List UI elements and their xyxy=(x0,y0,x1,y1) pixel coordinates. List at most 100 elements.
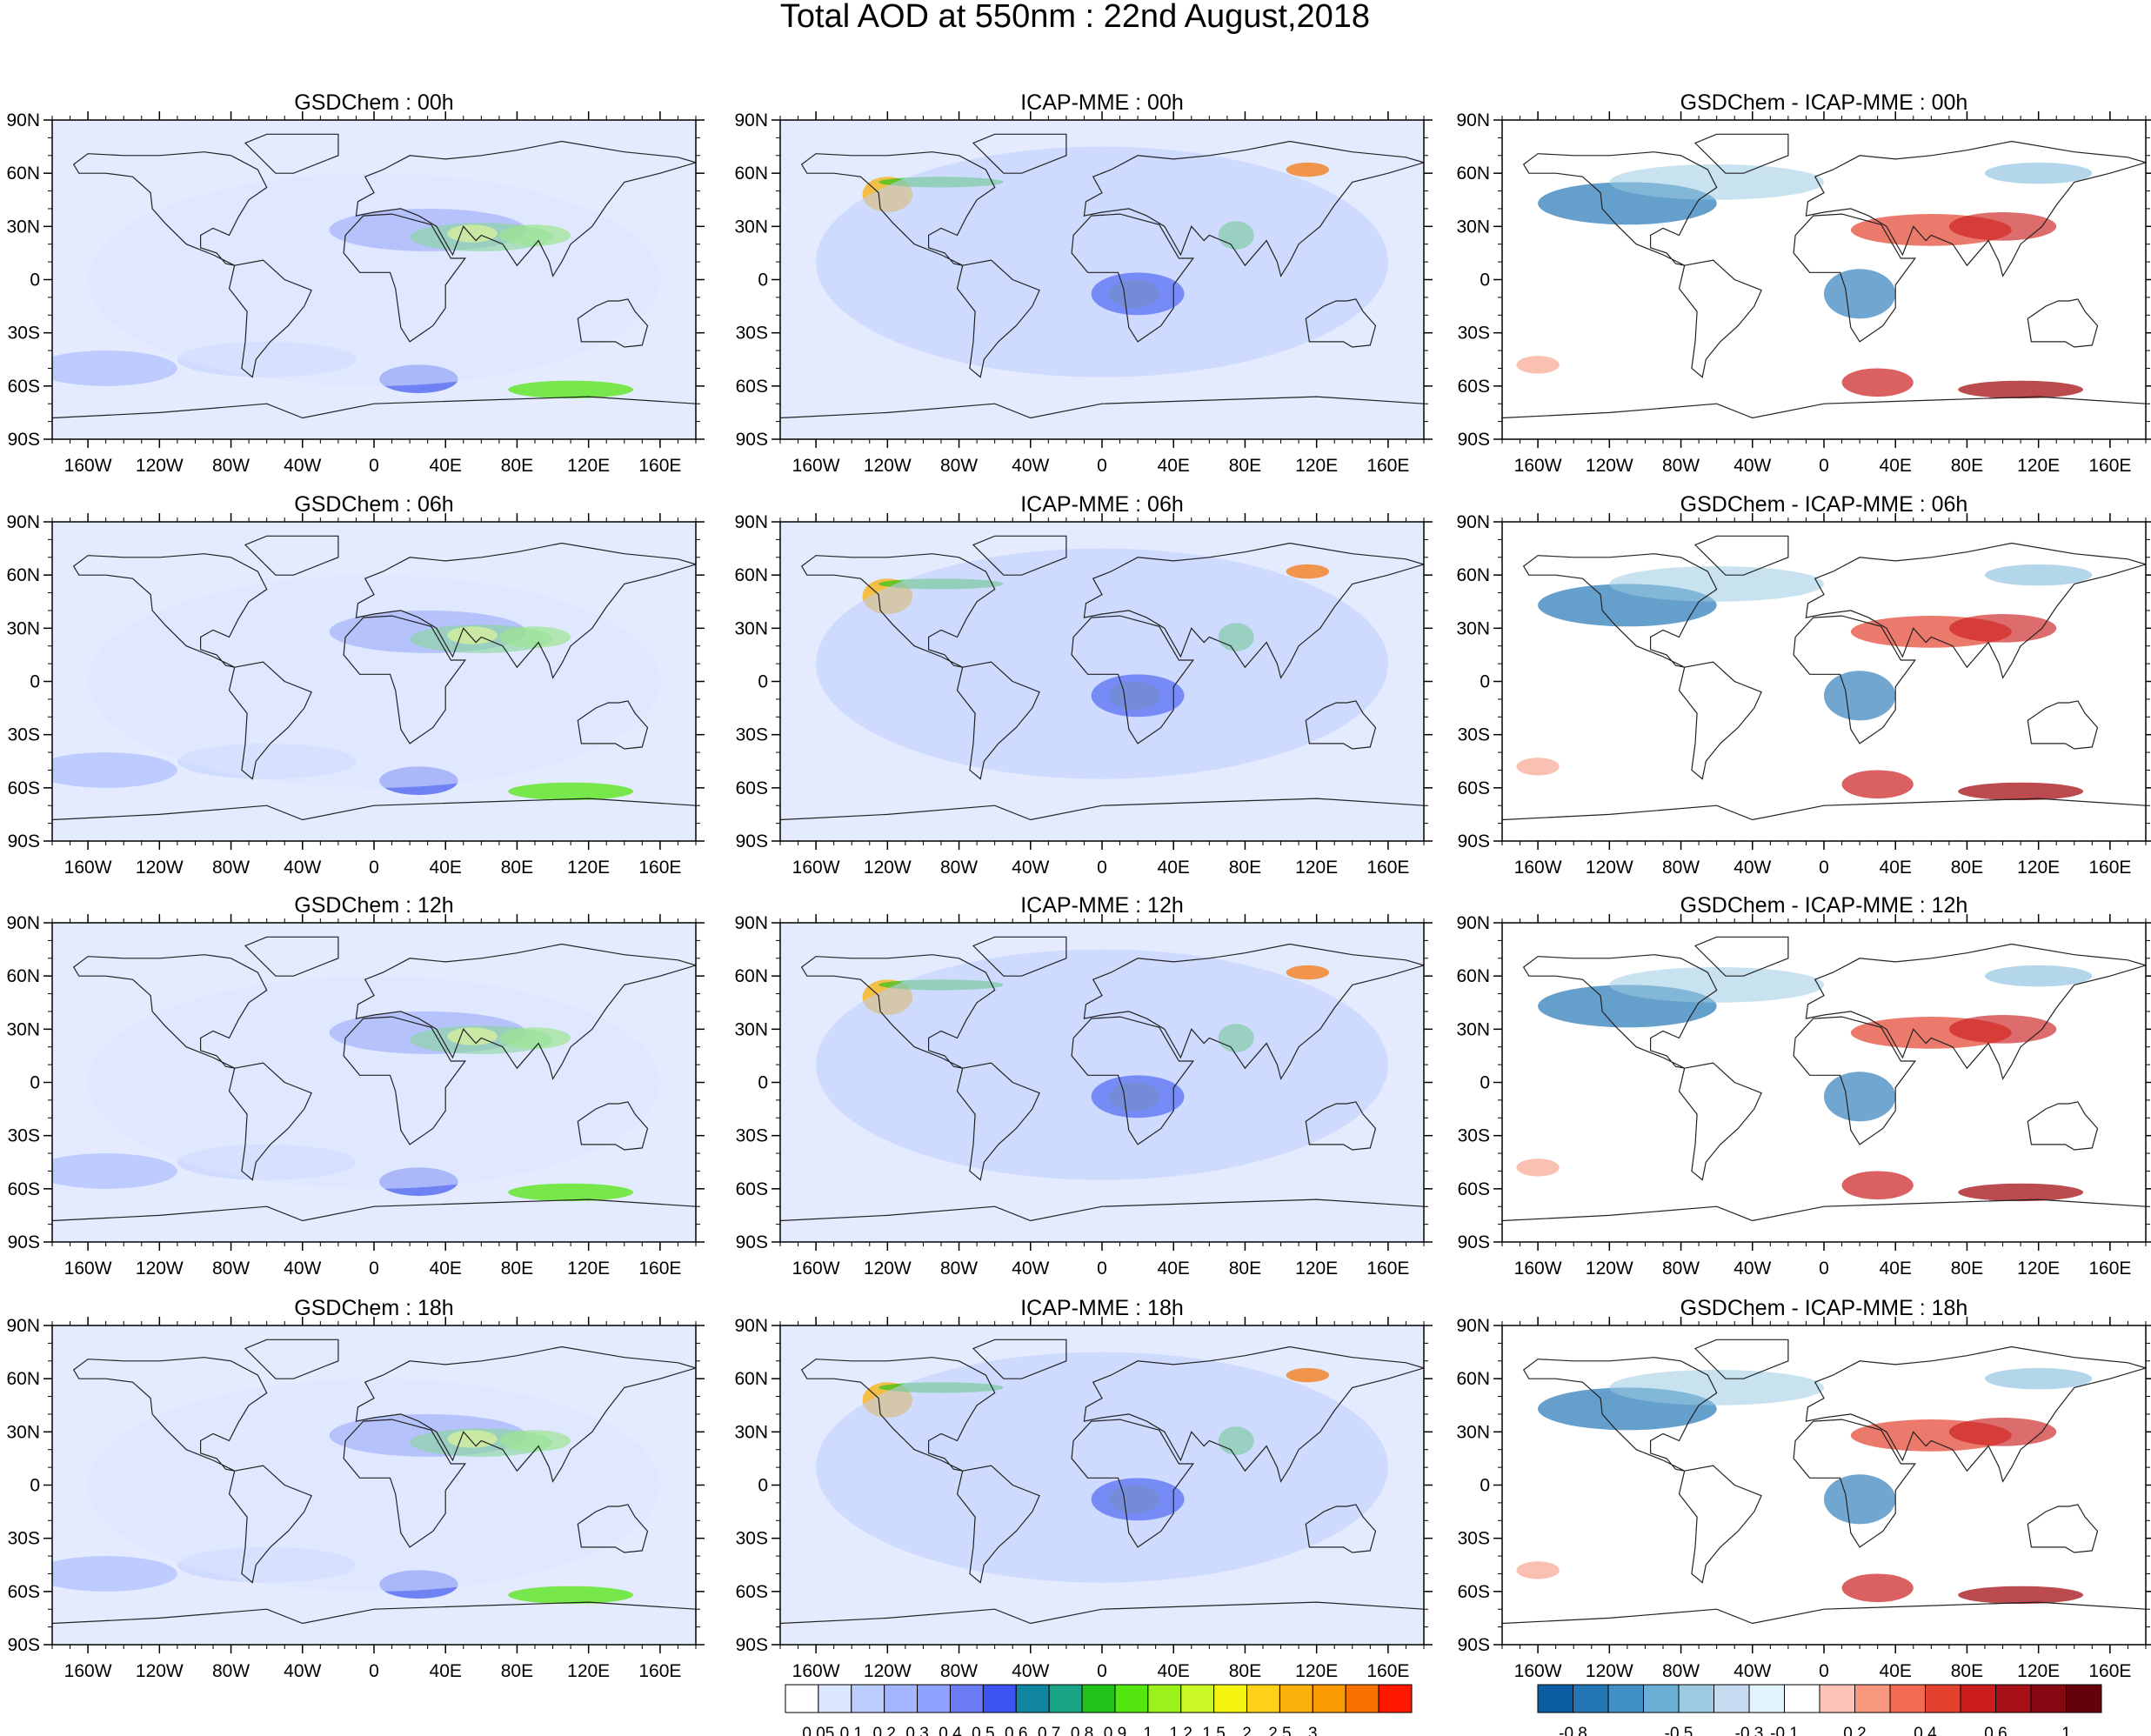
lat-tick-label: 30N xyxy=(734,1019,768,1039)
panel-title: GSDChem - ICAP-MME : 18h xyxy=(1680,1296,1968,1320)
lat-tick-label: 60S xyxy=(736,1179,768,1199)
coastline-africa xyxy=(1793,1419,1916,1548)
aod-field-shade xyxy=(1516,1561,1560,1579)
lon-tick-label: 120W xyxy=(1586,456,1633,476)
lat-tick-label: 90S xyxy=(736,1635,768,1655)
colorbar-swatch xyxy=(1345,1684,1379,1713)
colorbar-swatch xyxy=(818,1684,852,1713)
lat-tick-label: 90N xyxy=(734,1316,768,1336)
map-panel-2: ICAP-MME : 00h 90N 60N 30N 0 30S 60S 90S 160W 120… xyxy=(734,90,1433,476)
coastline-eurasia xyxy=(1083,542,1424,679)
lat-tick-label: 90S xyxy=(736,430,768,450)
coastline-eurasia xyxy=(355,542,696,679)
aod-field-shade xyxy=(88,1379,660,1592)
lat-tick-label: 60N xyxy=(734,1369,768,1389)
coastline-northAmerica xyxy=(72,553,268,668)
lon-tick-label: 120E xyxy=(2017,858,2060,878)
colorbar-swatch xyxy=(1819,1684,1855,1713)
lon-tick-label: 160E xyxy=(638,858,681,878)
map-panel-12: GSDChem - ICAP-MME : 18h 90N 60N 30N 0 30S 60S… xyxy=(1456,1296,2151,1681)
coastline-australia xyxy=(1305,1101,1377,1151)
map-panel-7: GSDChem : 12h 90N 60N 30N 0 30S 60S 90S 160W 120W… xyxy=(6,893,705,1279)
lat-tick-label: 0 xyxy=(758,270,768,290)
coastline-antarctica xyxy=(52,1199,696,1222)
lat-tick-label: 90N xyxy=(6,1316,40,1336)
colorbar-label: 0.8 xyxy=(1071,1725,1093,1736)
colorbar-swatch xyxy=(1925,1684,1961,1713)
lon-tick-label: 80W xyxy=(1662,1661,1700,1681)
colorbar-label: 0.2 xyxy=(1843,1725,1866,1736)
coastline-southAmerica xyxy=(228,1062,312,1181)
lon-tick-label: 120W xyxy=(1586,1661,1633,1681)
colorbar-swatch xyxy=(2066,1684,2102,1713)
colorbar-swatch xyxy=(1748,1684,1785,1713)
lon-tick-label: 0 xyxy=(369,1661,379,1681)
lat-tick-label: 60N xyxy=(1456,966,1490,986)
coastline-antarctica xyxy=(1502,1199,2146,1222)
colorbar-swatch xyxy=(1378,1684,1413,1713)
lon-tick-label: 80W xyxy=(1662,858,1700,878)
lat-tick-label: 30S xyxy=(1458,324,1490,344)
lat-tick-label: 60N xyxy=(734,966,768,986)
colorbar-label: 0.05 xyxy=(802,1725,834,1736)
coastline-greenland xyxy=(244,133,339,174)
lat-tick-label: 60S xyxy=(1458,778,1490,798)
coastline-australia xyxy=(2027,1101,2099,1151)
lon-tick-label: 80E xyxy=(501,1259,533,1279)
panel-grid: GSDChem : 00h 90N 60N 30N 0 30S 60S 90S 160W 120W… xyxy=(6,90,2151,1681)
lon-tick-label: 40E xyxy=(1158,1259,1190,1279)
lon-tick-label: 80W xyxy=(940,456,978,476)
colorbar-swatch xyxy=(1573,1684,1609,1713)
lon-tick-label: 120E xyxy=(2017,1259,2060,1279)
colorbar-label: 0.4 xyxy=(1914,1725,1937,1736)
lat-tick-label: 30S xyxy=(1458,1529,1490,1549)
aod-field-shade xyxy=(1985,1367,2093,1390)
coastline-antarctica xyxy=(780,1199,1424,1222)
lat-tick-label: 30S xyxy=(1458,1126,1490,1146)
coastline-greenland xyxy=(972,535,1067,576)
coastline-southAmerica xyxy=(956,1465,1040,1584)
lon-tick-label: 160W xyxy=(1514,1259,1562,1279)
lon-tick-label: 0 xyxy=(1097,858,1107,878)
coastline-africa xyxy=(343,213,466,343)
lon-tick-label: 160E xyxy=(2088,1661,2131,1681)
coastline-greenland xyxy=(1693,1339,1789,1379)
colorbar-swatch xyxy=(1048,1684,1083,1713)
lon-tick-label: 40E xyxy=(1880,456,1912,476)
lon-tick-label: 80E xyxy=(1951,858,1983,878)
lon-tick-label: 40W xyxy=(284,1661,321,1681)
lon-tick-label: 40W xyxy=(1012,1661,1049,1681)
lat-tick-label: 90N xyxy=(1456,913,1490,933)
lat-tick-label: 60S xyxy=(8,778,40,798)
colorbar-label: -0.5 xyxy=(1665,1725,1693,1736)
lat-tick-label: 30N xyxy=(734,217,768,237)
coastline-eurasia xyxy=(355,140,696,277)
lat-tick-label: 90S xyxy=(1458,831,1490,851)
panel-title: GSDChem : 18h xyxy=(294,1296,453,1320)
coastline-southAmerica xyxy=(228,661,312,780)
panel-title: GSDChem - ICAP-MME : 12h xyxy=(1680,893,1968,918)
lon-tick-label: 0 xyxy=(1097,1661,1107,1681)
lon-tick-label: 80E xyxy=(501,456,533,476)
colorbar-label: 2.5 xyxy=(1268,1725,1291,1736)
colorbar-label: 0.6 xyxy=(1984,1725,2007,1736)
lon-tick-label: 160W xyxy=(64,1661,112,1681)
lon-tick-label: 80W xyxy=(940,1661,978,1681)
coastline-australia xyxy=(577,1101,649,1151)
aod-field-shade xyxy=(1985,564,2093,586)
aod-field-shade xyxy=(1958,1183,2084,1202)
coastline-northAmerica xyxy=(800,553,996,668)
coastline-africa xyxy=(343,1419,466,1548)
map-panel-6: GSDChem - ICAP-MME : 06h 90N 60N 30N 0 30S 60S… xyxy=(1456,492,2151,878)
aod-field-shade xyxy=(508,782,634,801)
lat-tick-label: 60N xyxy=(734,164,768,184)
lat-tick-label: 90N xyxy=(6,913,40,933)
lon-tick-label: 40W xyxy=(1733,1661,1771,1681)
lon-tick-label: 40W xyxy=(1012,1259,1049,1279)
lon-tick-label: 160W xyxy=(64,858,112,878)
colorbar-swatch xyxy=(1180,1684,1215,1713)
lon-tick-label: 160E xyxy=(1366,1661,1409,1681)
lon-tick-label: 120E xyxy=(1295,456,1338,476)
lon-tick-label: 40W xyxy=(284,858,321,878)
lon-tick-label: 160W xyxy=(792,1661,840,1681)
